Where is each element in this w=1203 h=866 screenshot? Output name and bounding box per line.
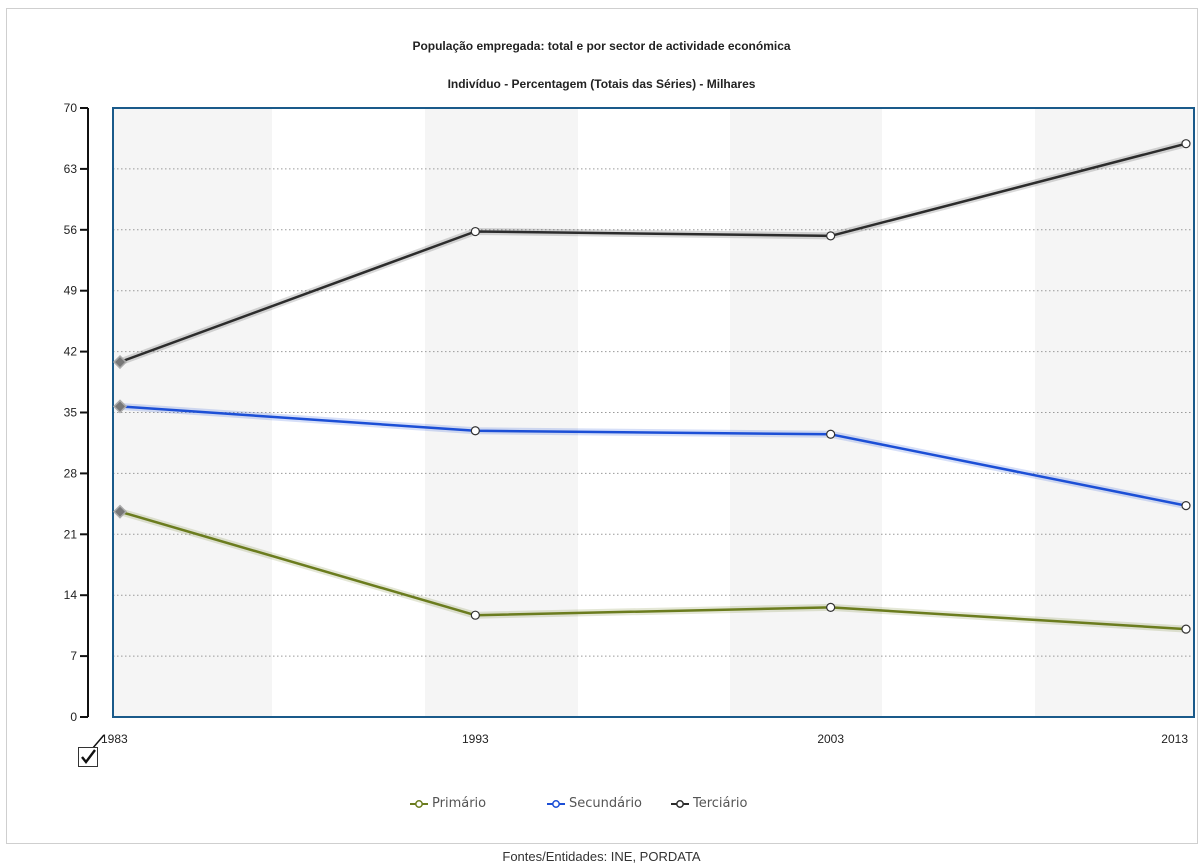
y-tick-label: 7 xyxy=(70,649,77,663)
series-line-glow xyxy=(118,140,1187,366)
plot-border xyxy=(112,107,1195,718)
data-point-marker xyxy=(112,354,128,370)
chart-subtitle: Indivíduo - Percentagem (Totais das Séri… xyxy=(447,77,756,91)
data-point-marker xyxy=(112,399,128,414)
data-point xyxy=(826,602,836,612)
legend-item[interactable]: Secundário xyxy=(547,796,642,811)
checkbox-checked-icon[interactable] xyxy=(78,747,98,767)
series-line-1 xyxy=(119,510,1187,631)
checkmark-icon xyxy=(81,749,96,764)
data-point xyxy=(826,429,836,439)
y-tick-label: 0 xyxy=(70,710,77,724)
data-point xyxy=(470,610,480,620)
series-line-3 xyxy=(119,142,1187,364)
y-tick-label: 28 xyxy=(64,466,78,480)
y-tick-label: 63 xyxy=(64,162,78,176)
chart-legend: Primário Secundário Terciário xyxy=(0,796,1203,816)
data-point xyxy=(1181,500,1191,511)
legend-item[interactable]: Terciário xyxy=(671,796,747,811)
legend-marker-icon xyxy=(671,799,689,808)
data-point xyxy=(826,231,836,241)
legend-label: Secundário xyxy=(569,796,643,811)
y-tick-label: 35 xyxy=(64,406,78,420)
data-point-marker xyxy=(112,504,128,519)
y-tick-label: 70 xyxy=(64,101,78,115)
series-line-glow xyxy=(119,402,1187,510)
y-tick-label: 14 xyxy=(64,588,78,602)
legend-marker-icon xyxy=(547,799,565,808)
x-axis-tick xyxy=(91,734,105,750)
source-footer: Fontes/Entidades: INE, PORDATA xyxy=(502,849,701,864)
x-tick-label: 2003 xyxy=(817,732,844,746)
data-point xyxy=(470,426,480,436)
legend-label: Terciário xyxy=(693,796,748,811)
legend-label: Primário xyxy=(432,796,487,811)
line-chart: 0 7 14 21 28 35 42 49 56 63 70 1983 1993 2003 2013 xyxy=(64,101,1195,750)
legend-item[interactable]: Primário xyxy=(410,796,486,811)
y-tick-label: 42 xyxy=(64,345,78,359)
x-tick-label: 1983 xyxy=(101,732,128,746)
series-line-2 xyxy=(119,405,1187,507)
x-tick-label: 2013 xyxy=(1161,732,1188,746)
data-point xyxy=(1181,624,1191,634)
x-tick-label: 1993 xyxy=(462,732,489,746)
chart-title: População empregada: total e por sector … xyxy=(412,39,791,53)
legend-marker-icon xyxy=(410,799,428,808)
y-tick-label: 49 xyxy=(64,284,78,298)
data-point xyxy=(1181,139,1191,149)
y-tick-label: 56 xyxy=(64,223,78,237)
data-point xyxy=(470,226,480,237)
y-tick-label: 21 xyxy=(64,527,78,541)
